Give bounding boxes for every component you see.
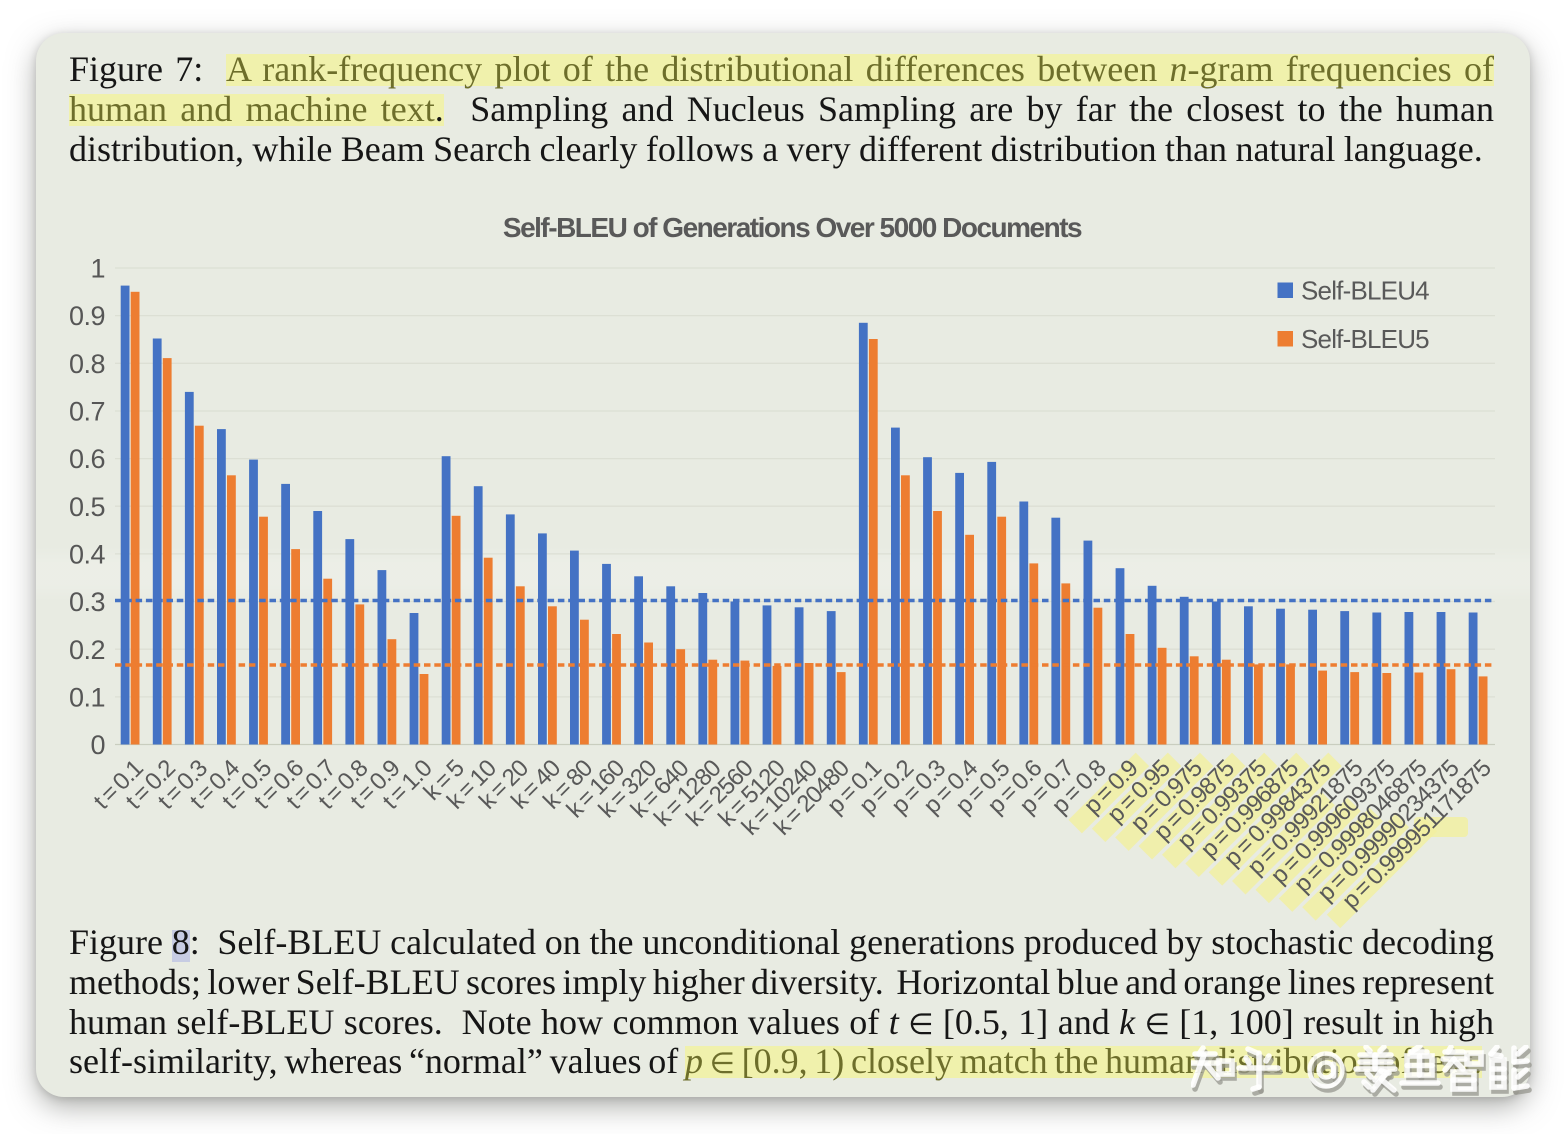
svg-text:0: 0 bbox=[90, 730, 105, 760]
svg-text:0.1: 0.1 bbox=[69, 683, 105, 713]
svg-text:0.2: 0.2 bbox=[69, 635, 105, 665]
svg-text:0.6: 0.6 bbox=[69, 444, 105, 474]
svg-text:Self-BLEU5: Self-BLEU5 bbox=[1301, 324, 1429, 354]
svg-text:Self-BLEU4: Self-BLEU4 bbox=[1301, 276, 1429, 306]
svg-text:0.9: 0.9 bbox=[69, 301, 105, 331]
svg-text:1: 1 bbox=[90, 254, 105, 284]
svg-text:0.8: 0.8 bbox=[69, 349, 105, 379]
svg-text:0.5: 0.5 bbox=[69, 492, 105, 522]
svg-text:0.7: 0.7 bbox=[69, 397, 105, 427]
svg-text:0.4: 0.4 bbox=[69, 540, 106, 570]
svg-text:Self-BLEU of Generations Over: Self-BLEU of Generations Over 5000 Docum… bbox=[503, 212, 1082, 243]
svg-text:0.3: 0.3 bbox=[69, 587, 105, 617]
